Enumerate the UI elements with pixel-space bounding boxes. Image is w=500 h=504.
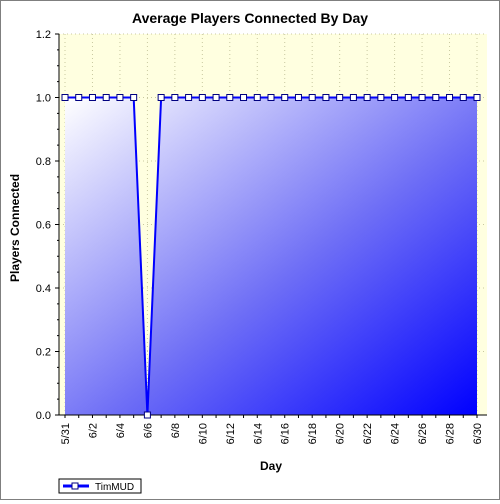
y-tick-label: 1.0	[36, 93, 51, 105]
data-point	[185, 94, 193, 101]
data-point	[308, 94, 316, 101]
legend-label: TimMUD	[95, 482, 134, 493]
series-area	[65, 97, 477, 415]
chart-title: Average Players Connected By Day	[132, 10, 368, 26]
data-point	[294, 94, 302, 101]
data-point	[459, 94, 467, 101]
y-tick-label: 0.8	[36, 156, 51, 168]
y-tick-label: 0.6	[36, 220, 51, 232]
data-point	[130, 94, 138, 101]
legend-box	[58, 478, 142, 494]
x-tick-label: 6/8	[170, 423, 182, 438]
y-tick-label: 1.2	[36, 29, 51, 41]
data-point	[363, 94, 371, 101]
x-tick-label: 6/4	[115, 423, 127, 438]
data-point	[240, 94, 248, 101]
x-tick-label: 6/18	[307, 423, 319, 444]
y-axis-ticks: 0.0 0.2 0.4 0.6 0.8 1.0 1.2	[36, 29, 59, 422]
legend: TimMUD	[58, 478, 142, 494]
data-point	[171, 94, 179, 101]
data-point	[212, 94, 220, 101]
x-tick-label: 6/30	[472, 423, 484, 444]
data-point	[336, 94, 344, 101]
data-point	[267, 94, 275, 101]
x-tick-label: 6/16	[280, 423, 292, 444]
x-tick-label: 6/14	[252, 423, 264, 444]
x-tick-label: 6/24	[390, 423, 402, 444]
data-point	[226, 94, 234, 101]
legend-marker	[71, 482, 79, 490]
x-tick-label: 6/10	[197, 423, 209, 444]
data-point	[404, 94, 412, 101]
data-point	[198, 94, 206, 101]
data-point	[143, 411, 151, 419]
data-point	[75, 94, 83, 101]
series-markers	[61, 94, 481, 419]
data-point	[322, 94, 330, 101]
data-point	[281, 94, 289, 101]
data-point	[157, 94, 165, 101]
data-point	[473, 94, 481, 101]
x-tick-label: 6/6	[142, 423, 154, 438]
data-point	[61, 94, 69, 101]
data-point	[88, 94, 96, 101]
x-tick-label: 6/12	[225, 423, 237, 444]
x-tick-label: 5/31	[60, 423, 72, 444]
data-point	[102, 94, 110, 101]
y-tick-label: 0.2	[36, 347, 51, 359]
x-axis-ticks: 5/31 6/2 6/4 6/6 6/8 6/10 6/12 6/14 6/16 6/18 6/20…	[60, 415, 484, 444]
x-axis-title: Day	[260, 459, 282, 473]
data-point	[253, 94, 261, 101]
data-point	[377, 94, 385, 101]
data-point	[432, 94, 440, 101]
data-point	[446, 94, 454, 101]
data-point	[418, 94, 426, 101]
x-tick-label: 6/28	[445, 423, 457, 444]
data-point	[349, 94, 357, 101]
x-tick-label: 6/26	[417, 423, 429, 444]
y-axis-title: Players Connected	[8, 174, 22, 282]
y-tick-label: 0.0	[36, 410, 51, 422]
x-tick-label: 6/20	[335, 423, 347, 444]
x-tick-label: 6/2	[87, 423, 99, 438]
x-tick-label: 6/22	[362, 423, 374, 444]
data-point	[391, 94, 399, 101]
data-point	[116, 94, 124, 101]
y-tick-label: 0.4	[36, 283, 51, 295]
